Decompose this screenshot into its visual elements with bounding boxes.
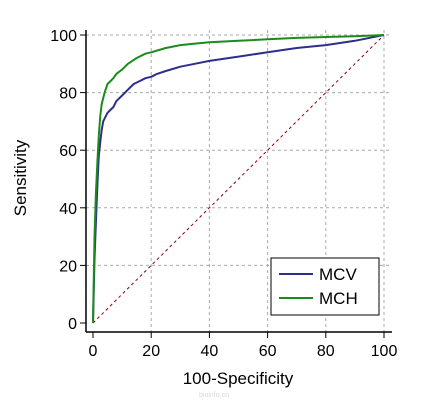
x-tick-label-1: 20 [142,343,160,360]
x-axis-title: 100-Specificity [183,369,294,388]
legend-label-mch: MCH [319,289,358,308]
legend-label-mcv: MCV [319,265,357,284]
y-tick-label-0: 0 [68,316,77,333]
x-tick-label-5: 100 [371,343,398,360]
x-tick-label-4: 80 [317,343,335,360]
x-tick-label-2: 40 [201,343,219,360]
y-tick-label-5: 100 [50,28,77,45]
axes [80,30,392,338]
legend: MCV MCH [270,257,380,316]
series-line-mch [92,34,385,324]
y-tick-label-1: 20 [59,258,77,275]
reference-line [92,34,385,324]
y-tick-label-2: 40 [59,201,77,218]
y-tick-label-3: 60 [59,143,77,160]
tick-labels: 0 20 40 60 80 100 0 20 40 60 80 100 [50,28,397,360]
series-line-mcv [92,34,385,324]
watermark: bioinfo.cn [199,392,229,399]
y-tick-label-4: 80 [59,86,77,103]
y-axis-title: Sensitivity [11,139,30,216]
x-tick-label-0: 0 [89,343,98,360]
grid [86,30,392,332]
series-lines [92,34,385,324]
legend-box [270,257,380,316]
x-tick-label-3: 60 [259,343,277,360]
